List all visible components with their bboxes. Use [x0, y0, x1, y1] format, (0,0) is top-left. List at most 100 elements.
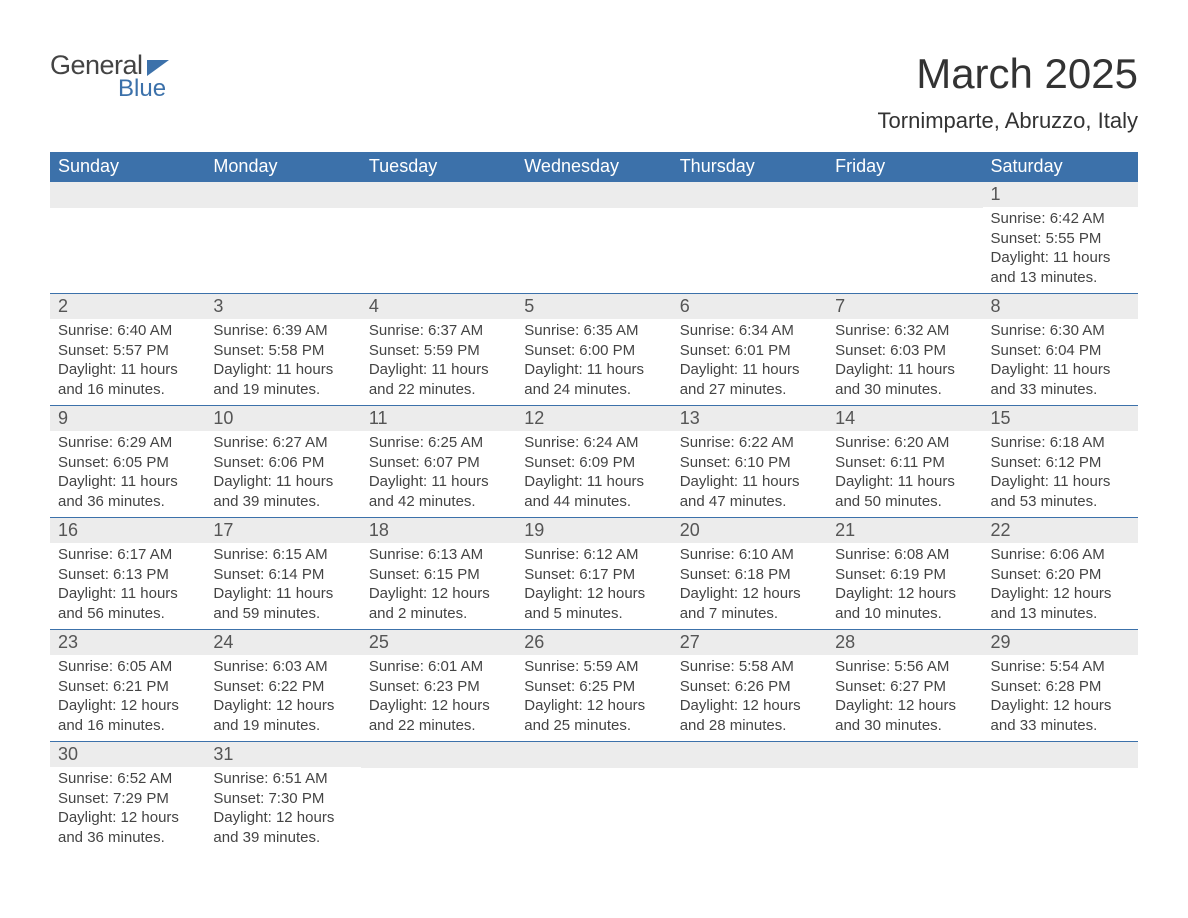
- daylight-text: Daylight: 11 hours and 47 minutes.: [680, 472, 819, 511]
- calendar-day-cell: 23Sunrise: 6:05 AMSunset: 6:21 PMDayligh…: [50, 630, 205, 742]
- sunrise-text: Sunrise: 6:42 AM: [991, 209, 1130, 229]
- day-body: Sunrise: 5:59 AMSunset: 6:25 PMDaylight:…: [516, 655, 671, 741]
- day-number: 3: [205, 294, 360, 319]
- day-body: Sunrise: 6:27 AMSunset: 6:06 PMDaylight:…: [205, 431, 360, 517]
- day-number: 5: [516, 294, 671, 319]
- calendar-day-cell: 17Sunrise: 6:15 AMSunset: 6:14 PMDayligh…: [205, 518, 360, 630]
- calendar-day-cell: 22Sunrise: 6:06 AMSunset: 6:20 PMDayligh…: [983, 518, 1138, 630]
- calendar-day-cell: 5Sunrise: 6:35 AMSunset: 6:00 PMDaylight…: [516, 294, 671, 406]
- day-body: Sunrise: 6:20 AMSunset: 6:11 PMDaylight:…: [827, 431, 982, 517]
- calendar-day-cell: 6Sunrise: 6:34 AMSunset: 6:01 PMDaylight…: [672, 294, 827, 406]
- day-number: 21: [827, 518, 982, 543]
- calendar-day-cell: 25Sunrise: 6:01 AMSunset: 6:23 PMDayligh…: [361, 630, 516, 742]
- sunrise-text: Sunrise: 6:51 AM: [213, 769, 352, 789]
- sunset-text: Sunset: 6:13 PM: [58, 565, 197, 585]
- sunset-text: Sunset: 6:19 PM: [835, 565, 974, 585]
- day-body: Sunrise: 6:42 AMSunset: 5:55 PMDaylight:…: [983, 207, 1138, 293]
- sunrise-text: Sunrise: 6:18 AM: [991, 433, 1130, 453]
- calendar-day-cell: [361, 742, 516, 854]
- calendar-day-cell: 24Sunrise: 6:03 AMSunset: 6:22 PMDayligh…: [205, 630, 360, 742]
- calendar-week-row: 2Sunrise: 6:40 AMSunset: 5:57 PMDaylight…: [50, 294, 1138, 406]
- calendar-day-cell: 19Sunrise: 6:12 AMSunset: 6:17 PMDayligh…: [516, 518, 671, 630]
- day-number-empty: [205, 182, 360, 208]
- sunset-text: Sunset: 6:03 PM: [835, 341, 974, 361]
- daylight-text: Daylight: 11 hours and 27 minutes.: [680, 360, 819, 399]
- header: General Blue March 2025 Tornimparte, Abr…: [50, 50, 1138, 134]
- day-number-empty: [516, 182, 671, 208]
- calendar-day-cell: [516, 182, 671, 294]
- sunrise-text: Sunrise: 6:12 AM: [524, 545, 663, 565]
- sunset-text: Sunset: 6:04 PM: [991, 341, 1130, 361]
- calendar-day-cell: [827, 742, 982, 854]
- daylight-text: Daylight: 12 hours and 25 minutes.: [524, 696, 663, 735]
- calendar-day-cell: 26Sunrise: 5:59 AMSunset: 6:25 PMDayligh…: [516, 630, 671, 742]
- daylight-text: Daylight: 12 hours and 22 minutes.: [369, 696, 508, 735]
- sunrise-text: Sunrise: 6:20 AM: [835, 433, 974, 453]
- day-body-empty: [672, 208, 827, 286]
- day-number: 14: [827, 406, 982, 431]
- calendar-week-row: 30Sunrise: 6:52 AMSunset: 7:29 PMDayligh…: [50, 742, 1138, 854]
- sunset-text: Sunset: 5:58 PM: [213, 341, 352, 361]
- brand-triangle-icon: [147, 60, 169, 76]
- daylight-text: Daylight: 12 hours and 28 minutes.: [680, 696, 819, 735]
- day-body-empty: [205, 208, 360, 286]
- sunrise-text: Sunrise: 5:59 AM: [524, 657, 663, 677]
- day-number: 13: [672, 406, 827, 431]
- day-number: 4: [361, 294, 516, 319]
- sunrise-text: Sunrise: 5:58 AM: [680, 657, 819, 677]
- sunrise-text: Sunrise: 6:22 AM: [680, 433, 819, 453]
- calendar-day-cell: 29Sunrise: 5:54 AMSunset: 6:28 PMDayligh…: [983, 630, 1138, 742]
- sunrise-text: Sunrise: 6:39 AM: [213, 321, 352, 341]
- calendar-day-cell: 20Sunrise: 6:10 AMSunset: 6:18 PMDayligh…: [672, 518, 827, 630]
- calendar-day-cell: 15Sunrise: 6:18 AMSunset: 6:12 PMDayligh…: [983, 406, 1138, 518]
- sunrise-text: Sunrise: 6:13 AM: [369, 545, 508, 565]
- sunset-text: Sunset: 7:29 PM: [58, 789, 197, 809]
- day-body: Sunrise: 6:17 AMSunset: 6:13 PMDaylight:…: [50, 543, 205, 629]
- day-number: 19: [516, 518, 671, 543]
- day-body: Sunrise: 6:10 AMSunset: 6:18 PMDaylight:…: [672, 543, 827, 629]
- day-body: Sunrise: 6:37 AMSunset: 5:59 PMDaylight:…: [361, 319, 516, 405]
- weekday-header: Monday: [205, 152, 360, 182]
- day-body: Sunrise: 6:08 AMSunset: 6:19 PMDaylight:…: [827, 543, 982, 629]
- sunrise-text: Sunrise: 5:54 AM: [991, 657, 1130, 677]
- calendar-day-cell: 1Sunrise: 6:42 AMSunset: 5:55 PMDaylight…: [983, 182, 1138, 294]
- sunrise-text: Sunrise: 6:30 AM: [991, 321, 1130, 341]
- sunset-text: Sunset: 7:30 PM: [213, 789, 352, 809]
- sunset-text: Sunset: 6:09 PM: [524, 453, 663, 473]
- calendar-day-cell: 31Sunrise: 6:51 AMSunset: 7:30 PMDayligh…: [205, 742, 360, 854]
- day-number: 6: [672, 294, 827, 319]
- sunrise-text: Sunrise: 6:10 AM: [680, 545, 819, 565]
- day-body-empty: [361, 208, 516, 286]
- sunset-text: Sunset: 6:14 PM: [213, 565, 352, 585]
- day-number: 31: [205, 742, 360, 767]
- daylight-text: Daylight: 11 hours and 53 minutes.: [991, 472, 1130, 511]
- daylight-text: Daylight: 12 hours and 30 minutes.: [835, 696, 974, 735]
- day-number: 11: [361, 406, 516, 431]
- calendar-week-row: 9Sunrise: 6:29 AMSunset: 6:05 PMDaylight…: [50, 406, 1138, 518]
- day-number: 15: [983, 406, 1138, 431]
- day-body-empty: [516, 208, 671, 286]
- day-body: Sunrise: 5:56 AMSunset: 6:27 PMDaylight:…: [827, 655, 982, 741]
- sunrise-text: Sunrise: 6:34 AM: [680, 321, 819, 341]
- calendar-day-cell: 14Sunrise: 6:20 AMSunset: 6:11 PMDayligh…: [827, 406, 982, 518]
- day-number: 26: [516, 630, 671, 655]
- day-body-empty: [983, 768, 1138, 846]
- sunset-text: Sunset: 6:28 PM: [991, 677, 1130, 697]
- sunset-text: Sunset: 6:11 PM: [835, 453, 974, 473]
- daylight-text: Daylight: 12 hours and 10 minutes.: [835, 584, 974, 623]
- day-body-empty: [827, 208, 982, 286]
- daylight-text: Daylight: 11 hours and 42 minutes.: [369, 472, 508, 511]
- sunrise-text: Sunrise: 6:06 AM: [991, 545, 1130, 565]
- sunset-text: Sunset: 6:00 PM: [524, 341, 663, 361]
- sunset-text: Sunset: 5:57 PM: [58, 341, 197, 361]
- daylight-text: Daylight: 12 hours and 13 minutes.: [991, 584, 1130, 623]
- day-body-empty: [361, 768, 516, 846]
- calendar-table: SundayMondayTuesdayWednesdayThursdayFrid…: [50, 152, 1138, 853]
- calendar-body: 1Sunrise: 6:42 AMSunset: 5:55 PMDaylight…: [50, 182, 1138, 854]
- sunrise-text: Sunrise: 6:03 AM: [213, 657, 352, 677]
- calendar-day-cell: 3Sunrise: 6:39 AMSunset: 5:58 PMDaylight…: [205, 294, 360, 406]
- daylight-text: Daylight: 11 hours and 16 minutes.: [58, 360, 197, 399]
- sunrise-text: Sunrise: 6:35 AM: [524, 321, 663, 341]
- calendar-day-cell: [983, 742, 1138, 854]
- daylight-text: Daylight: 12 hours and 19 minutes.: [213, 696, 352, 735]
